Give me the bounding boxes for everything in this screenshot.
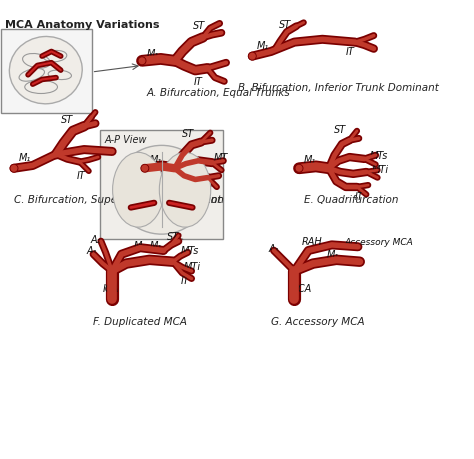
Text: MTs: MTs [180, 246, 199, 256]
Text: A₂: A₂ [91, 235, 101, 245]
Text: G. Accessory MCA: G. Accessory MCA [271, 316, 365, 326]
Text: C. Bifurcation, Superior Trunk Dominant: C. Bifurcation, Superior Trunk Dominant [14, 195, 222, 205]
Text: A. Bifurcation, Equal Trunks: A. Bifurcation, Equal Trunks [147, 88, 291, 98]
Text: IT: IT [180, 276, 189, 286]
Text: M₁: M₁ [147, 49, 159, 59]
Text: ST: ST [278, 20, 291, 30]
Ellipse shape [113, 153, 164, 228]
Text: IT: IT [193, 77, 202, 87]
Text: ST: ST [61, 114, 73, 124]
Text: M₁: M₁ [149, 241, 162, 250]
Text: MCA Anatomy Variations: MCA Anatomy Variations [5, 20, 159, 30]
Text: MTi: MTi [184, 262, 201, 272]
Text: M₁: M₁ [149, 155, 162, 165]
Text: M₁: M₁ [304, 155, 316, 165]
Text: ST: ST [334, 125, 346, 135]
Text: IT: IT [346, 47, 355, 57]
Text: ST: ST [193, 21, 206, 31]
Text: MTi: MTi [372, 165, 389, 175]
Circle shape [249, 54, 255, 60]
Text: IT: IT [355, 192, 364, 202]
Circle shape [248, 53, 256, 61]
Text: A₁: A₁ [87, 246, 97, 256]
Circle shape [141, 165, 148, 173]
Text: ST: ST [182, 129, 194, 139]
Circle shape [142, 166, 147, 172]
Text: B. Bifurcation, Inferior Trunk Dominant: B. Bifurcation, Inferior Trunk Dominant [238, 83, 439, 93]
Text: M₁: M₁ [257, 41, 269, 51]
Ellipse shape [159, 153, 211, 228]
Text: M₁: M₁ [134, 241, 146, 250]
Ellipse shape [115, 146, 209, 235]
Circle shape [295, 165, 303, 173]
Text: D. Trifurcation: D. Trifurcation [149, 195, 223, 205]
Circle shape [10, 165, 18, 173]
Text: M₁: M₁ [327, 250, 339, 260]
Text: MTs: MTs [370, 151, 388, 161]
Text: Accessory MCA: Accessory MCA [345, 237, 414, 246]
FancyBboxPatch shape [1, 30, 91, 114]
Text: ST: ST [167, 231, 180, 241]
Circle shape [138, 58, 146, 65]
Text: A-P View: A-P View [105, 134, 147, 145]
Text: F. Duplicated MCA: F. Duplicated MCA [93, 316, 187, 326]
Circle shape [11, 166, 17, 172]
Text: A₁: A₁ [268, 243, 279, 253]
FancyBboxPatch shape [100, 131, 223, 240]
Text: IT: IT [203, 185, 212, 196]
Text: IT: IT [77, 170, 85, 180]
Text: E. Quadrifurcation: E. Quadrifurcation [304, 195, 398, 205]
Circle shape [139, 59, 145, 64]
Text: MT: MT [214, 153, 228, 162]
Circle shape [296, 166, 302, 172]
Text: M₁: M₁ [18, 153, 31, 162]
Ellipse shape [9, 37, 82, 105]
Text: ICA: ICA [103, 283, 119, 293]
Text: ICA: ICA [296, 283, 312, 293]
Text: RAH: RAH [302, 237, 323, 246]
